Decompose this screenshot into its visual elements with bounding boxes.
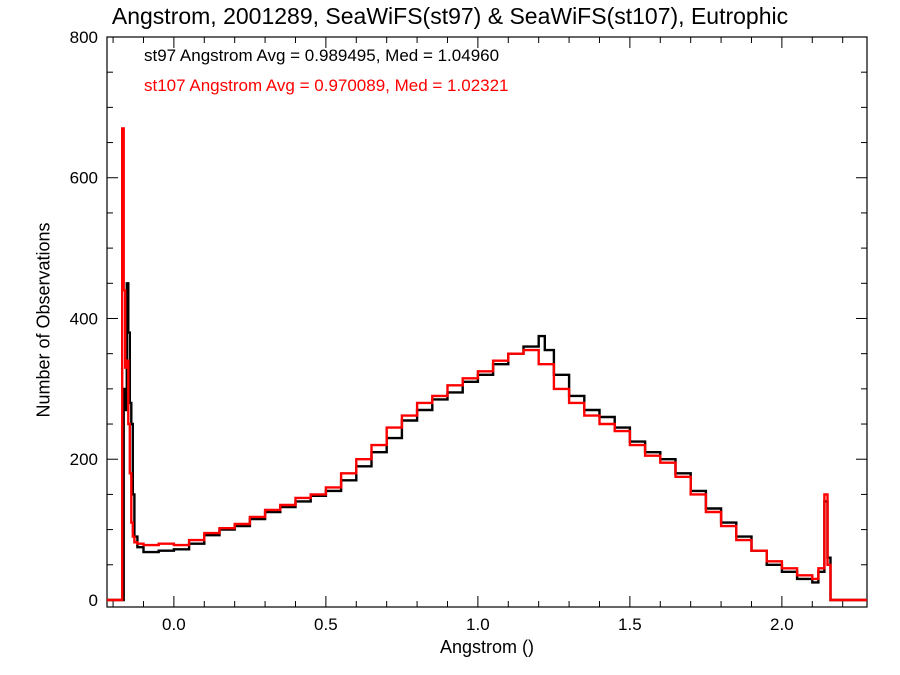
x-tick-label: 0.0	[162, 615, 186, 634]
x-tick-label: 0.5	[314, 615, 338, 634]
y-tick-label: 400	[70, 309, 98, 328]
y-tick-label: 0	[89, 591, 98, 610]
st107-histogram-series	[107, 127, 867, 602]
plot-area-frame	[106, 36, 868, 608]
x-tick-label: 1.0	[466, 615, 490, 634]
st97-stats-annotation: st97 Angstrom Avg = 0.989495, Med = 1.04…	[144, 46, 500, 65]
y-axis-label: Number of Observations	[33, 222, 54, 418]
y-tick-label: 600	[70, 169, 98, 188]
st97-histogram-series	[107, 282, 867, 602]
st107-stats-annotation: st107 Angstrom Avg = 0.970089, Med = 1.0…	[144, 76, 509, 95]
chart-title: Angstrom, 2001289, SeaWiFS(st97) & SeaWi…	[111, 3, 789, 29]
y-tick-label: 200	[70, 450, 98, 469]
y-tick-label: 800	[70, 28, 98, 47]
x-tick-label: 1.5	[618, 615, 642, 634]
x-axis-label: Angstrom ()	[439, 637, 535, 657]
x-tick-label: 2.0	[770, 615, 794, 634]
